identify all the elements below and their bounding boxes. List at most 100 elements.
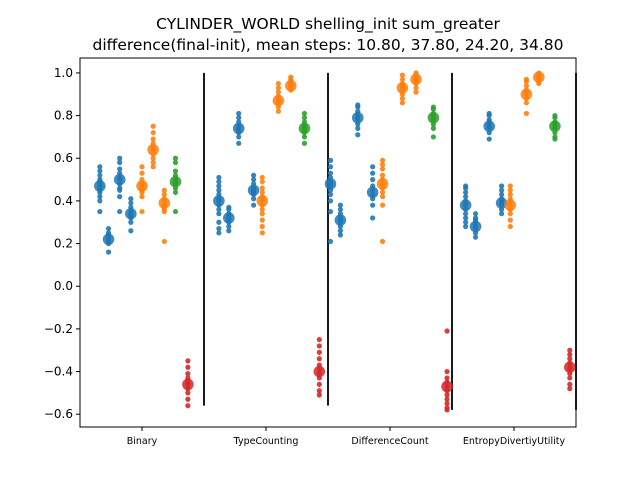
data-point bbox=[161, 238, 167, 245]
data-point bbox=[370, 215, 376, 221]
data-point bbox=[337, 232, 343, 238]
data-point bbox=[316, 349, 322, 355]
data-point bbox=[379, 194, 386, 200]
data-point bbox=[463, 194, 469, 200]
data-point bbox=[499, 183, 505, 189]
data-point bbox=[259, 217, 265, 223]
data-point bbox=[379, 202, 386, 208]
data-point bbox=[567, 386, 573, 392]
y-tick-label: 1.0 bbox=[54, 66, 73, 80]
data-point bbox=[444, 396, 450, 402]
data-point bbox=[430, 106, 436, 112]
mean-marker bbox=[351, 111, 364, 124]
data-point bbox=[105, 226, 112, 232]
mean-marker bbox=[324, 178, 337, 190]
data-point bbox=[139, 164, 145, 170]
y-tick-label: −0.2 bbox=[44, 322, 73, 336]
data-point bbox=[236, 115, 242, 121]
data-point bbox=[499, 191, 505, 198]
data-point bbox=[216, 187, 222, 193]
data-point bbox=[337, 202, 343, 208]
mean-marker bbox=[136, 180, 148, 192]
data-point bbox=[444, 328, 450, 334]
data-point bbox=[463, 223, 469, 230]
data-point bbox=[128, 200, 134, 206]
data-point bbox=[523, 100, 530, 106]
y-axis: 1.0 0.8 0.6 0.4 0.2 0.0 −0.2 −0.4 −0.6 bbox=[44, 66, 80, 421]
mean-marker bbox=[125, 207, 137, 220]
data-point bbox=[216, 174, 222, 181]
x-tick-label: DifferenceCount bbox=[351, 436, 428, 447]
data-point bbox=[463, 189, 469, 195]
data-point bbox=[444, 392, 450, 398]
mean-marker bbox=[520, 88, 533, 101]
data-point bbox=[413, 85, 419, 91]
data-point bbox=[259, 189, 265, 195]
data-point bbox=[567, 356, 573, 362]
data-point bbox=[379, 172, 386, 178]
data-point bbox=[463, 219, 469, 225]
data-point bbox=[413, 89, 419, 95]
data-point bbox=[185, 390, 191, 396]
data-point bbox=[316, 388, 322, 394]
data-point bbox=[216, 179, 222, 185]
plot-area bbox=[94, 70, 577, 413]
data-point bbox=[259, 174, 265, 181]
data-point bbox=[444, 407, 450, 413]
mean-marker bbox=[247, 184, 260, 197]
data-point bbox=[275, 80, 281, 87]
data-point bbox=[567, 381, 573, 387]
data-point bbox=[463, 215, 469, 221]
data-point bbox=[236, 134, 242, 140]
data-point bbox=[97, 164, 103, 170]
mean-marker bbox=[272, 94, 285, 107]
data-point bbox=[216, 183, 222, 189]
y-tick-label: −0.6 bbox=[44, 407, 73, 421]
data-point bbox=[216, 219, 222, 225]
data-point bbox=[301, 140, 308, 146]
data-point bbox=[567, 347, 573, 353]
data-point bbox=[370, 202, 376, 208]
mean-marker bbox=[410, 73, 422, 86]
data-point bbox=[472, 234, 479, 240]
data-point bbox=[355, 132, 361, 138]
mean-marker bbox=[313, 365, 326, 378]
data-point bbox=[216, 230, 222, 236]
data-point bbox=[486, 136, 492, 142]
data-point bbox=[355, 125, 361, 131]
data-point bbox=[327, 164, 334, 170]
y-tick-label: 0.6 bbox=[54, 151, 73, 165]
data-point bbox=[128, 228, 134, 234]
x-tick-label: TypeCounting bbox=[233, 436, 299, 447]
data-point bbox=[185, 403, 191, 409]
data-point bbox=[399, 95, 405, 102]
data-point bbox=[150, 155, 156, 161]
data-point bbox=[507, 191, 513, 198]
data-point bbox=[172, 159, 179, 166]
data-point bbox=[216, 226, 222, 232]
x-axis: Binary TypeCounting DifferenceCount Entropy… bbox=[127, 427, 565, 447]
data-point bbox=[463, 185, 469, 191]
mean-marker bbox=[298, 122, 311, 135]
data-point bbox=[327, 157, 334, 163]
data-point bbox=[379, 189, 386, 195]
data-point bbox=[327, 170, 334, 176]
data-point bbox=[251, 176, 257, 183]
data-point bbox=[117, 194, 123, 200]
data-point bbox=[259, 185, 265, 191]
mean-marker bbox=[147, 143, 159, 156]
data-point bbox=[259, 230, 265, 236]
data-point bbox=[316, 343, 322, 349]
mean-marker bbox=[113, 173, 126, 186]
y-tick-label: 0.8 bbox=[54, 109, 73, 123]
data-point bbox=[379, 238, 386, 245]
mean-marker bbox=[232, 122, 245, 135]
mean-marker bbox=[427, 111, 440, 124]
data-point bbox=[337, 206, 343, 213]
data-point bbox=[236, 110, 242, 117]
data-point bbox=[150, 164, 156, 170]
data-point bbox=[523, 83, 530, 89]
data-point bbox=[444, 400, 450, 407]
mean-marker bbox=[158, 197, 171, 209]
data-point bbox=[236, 140, 242, 146]
